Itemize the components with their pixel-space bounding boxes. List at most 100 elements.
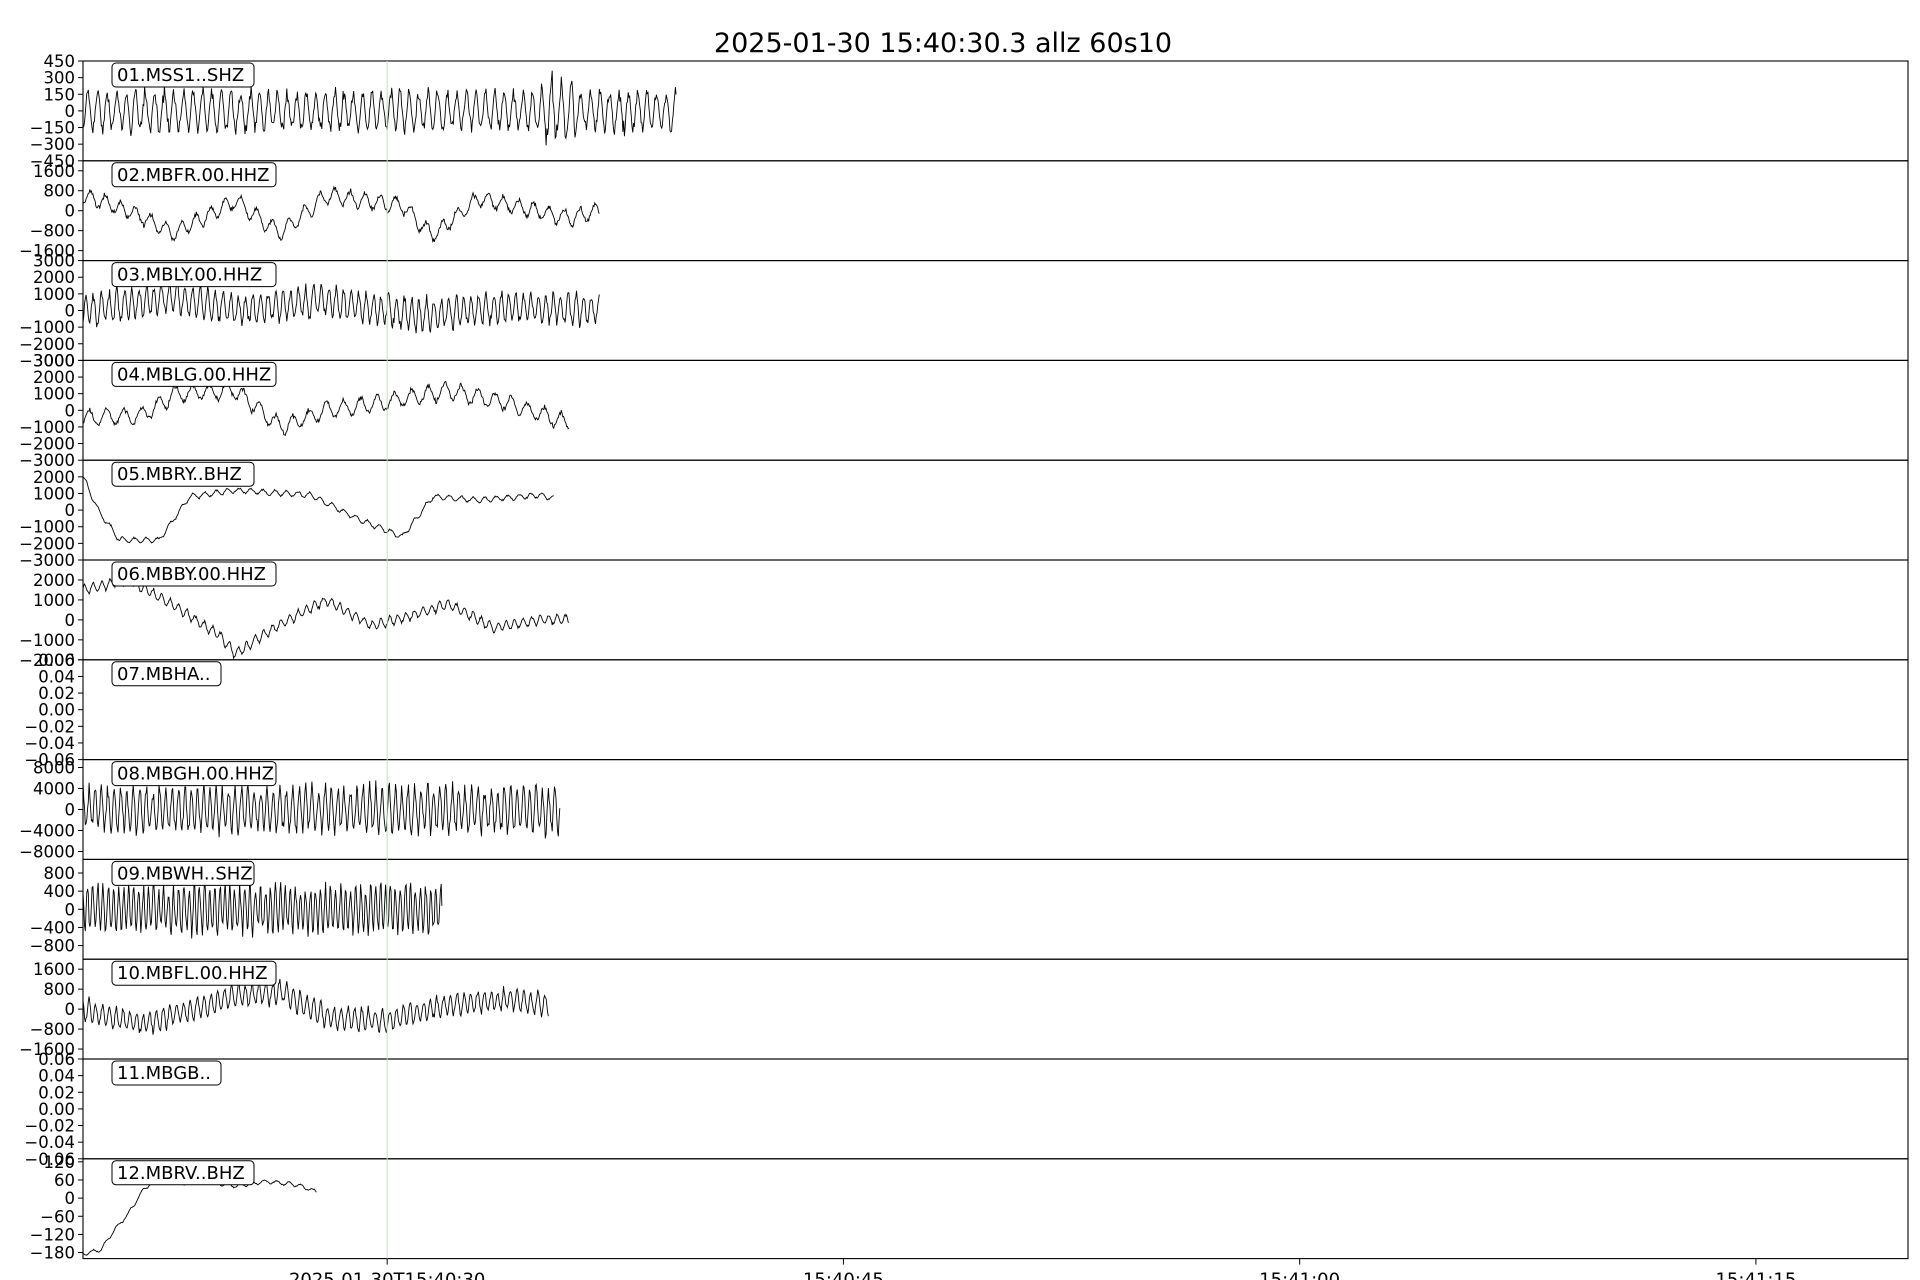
y-tick-label: −800 bbox=[30, 222, 75, 241]
y-tick-label: 2000 bbox=[33, 368, 75, 387]
y-tick-label: −300 bbox=[30, 135, 75, 154]
y-tick-label: 2000 bbox=[33, 571, 75, 590]
y-tick-label: 3000 bbox=[33, 351, 75, 370]
panel-frame bbox=[82, 60, 1909, 162]
station-name: 02.MBFR.00.HHZ bbox=[117, 165, 269, 186]
trace-panel: 3000200010000−1000−2000−300004.MBLG.00.H… bbox=[19, 351, 1909, 470]
station-name: 09.MBWH..SHZ bbox=[117, 863, 253, 884]
station-label-box bbox=[111, 561, 277, 587]
station-label-box bbox=[111, 661, 222, 687]
y-tick-label: −2000 bbox=[19, 534, 75, 553]
y-tick-label: 150 bbox=[44, 85, 76, 104]
x-tick-label: 15:41:15 bbox=[1715, 1270, 1796, 1280]
y-tick-label: −60 bbox=[40, 1207, 75, 1226]
y-tick-label: −0.04 bbox=[24, 1133, 75, 1152]
y-tick-label: 450 bbox=[44, 52, 76, 71]
y-tick-label: 3000 bbox=[33, 252, 75, 271]
y-tick-label: −400 bbox=[30, 918, 75, 937]
station-name: 01.MSS1..SHZ bbox=[117, 65, 244, 86]
y-tick-label: −800 bbox=[30, 937, 75, 956]
station-name: 11.MBGB.. bbox=[117, 1063, 211, 1084]
x-tick-label: 15:41:00 bbox=[1259, 1270, 1340, 1280]
station-label-box bbox=[111, 361, 277, 387]
station-name: 07.MBHA.. bbox=[117, 664, 210, 685]
station-label-box bbox=[111, 461, 255, 487]
panel-frame bbox=[82, 659, 1909, 761]
y-tick-label: 0 bbox=[65, 1189, 76, 1208]
y-tick-label: 0.04 bbox=[38, 667, 75, 686]
station-label: 06.MBBY.00.HHZ bbox=[111, 561, 277, 587]
y-tick-label: −1000 bbox=[19, 318, 75, 337]
y-tick-label: 0 bbox=[65, 401, 76, 420]
y-tick-label: 0.02 bbox=[38, 684, 75, 703]
station-label: 02.MBFR.00.HHZ bbox=[111, 162, 277, 188]
station-label: 08.MBGH.00.HHZ bbox=[111, 761, 277, 787]
panel-frame bbox=[82, 1158, 1909, 1260]
y-tick-label: −1600 bbox=[19, 1040, 75, 1059]
y-tick-label: 0.06 bbox=[38, 1050, 75, 1069]
station-name: 03.MBLY.00.HHZ bbox=[117, 265, 262, 286]
y-tick-label: −1600 bbox=[19, 242, 75, 261]
waveform-trace bbox=[82, 1175, 317, 1256]
y-tick-label: 8000 bbox=[33, 758, 75, 777]
y-tick-label: −2000 bbox=[19, 435, 75, 454]
station-label: 12.MBRV..BHZ bbox=[111, 1160, 255, 1186]
station-label-box bbox=[111, 1060, 222, 1086]
y-tick-label: 1000 bbox=[33, 385, 75, 404]
y-tick-label: −3000 bbox=[19, 451, 75, 470]
y-tick-label: 2000 bbox=[33, 468, 75, 487]
y-tick-label: 120 bbox=[44, 1153, 76, 1172]
y-tick-label: 800 bbox=[44, 864, 76, 883]
station-label-box bbox=[111, 1160, 255, 1186]
y-tick-label: −450 bbox=[30, 152, 75, 171]
y-tick-label: 0.04 bbox=[38, 1067, 75, 1086]
station-label: 05.MBRY..BHZ bbox=[111, 461, 255, 487]
panel-frame bbox=[82, 759, 1909, 860]
y-tick-label: −0.06 bbox=[24, 751, 75, 770]
y-tick-label: 2000 bbox=[33, 268, 75, 287]
y-tick-label: 0.02 bbox=[38, 1083, 75, 1102]
station-label: 01.MSS1..SHZ bbox=[111, 62, 255, 88]
y-tick-label: 1000 bbox=[33, 591, 75, 610]
y-tick-label: 1000 bbox=[33, 484, 75, 503]
waveform-trace bbox=[82, 279, 600, 334]
panel-frame bbox=[82, 459, 1909, 561]
waveform-trace bbox=[82, 477, 554, 544]
y-tick-label: 0.00 bbox=[38, 1100, 75, 1119]
station-label: 09.MBWH..SHZ bbox=[111, 860, 255, 886]
y-tick-label: −120 bbox=[30, 1225, 75, 1244]
station-label-box bbox=[111, 860, 255, 886]
waveform-trace bbox=[82, 978, 549, 1035]
station-name: 12.MBRV..BHZ bbox=[117, 1163, 245, 1184]
panel-frame bbox=[82, 359, 1909, 461]
station-label: 04.MBLG.00.HHZ bbox=[111, 361, 277, 387]
station-label: 07.MBHA.. bbox=[111, 661, 222, 687]
station-label-box bbox=[111, 960, 277, 986]
y-tick-label: −800 bbox=[30, 1020, 75, 1039]
panel-frame bbox=[82, 958, 1909, 1060]
chart-title: 2025-01-30 15:40:30.3 allz 60s10 bbox=[714, 28, 1172, 59]
y-tick-label: −8000 bbox=[19, 843, 75, 862]
y-tick-label: 60 bbox=[54, 1171, 75, 1190]
y-tick-label: −0.04 bbox=[24, 734, 75, 753]
y-tick-label: 0 bbox=[65, 202, 76, 221]
trace-panel: 8000 4000 0 −4000 −8000 08.MBGH.00.HHZ bbox=[19, 758, 1909, 862]
station-label-box bbox=[111, 761, 277, 787]
trace-panel: 3000200010000−1000−2000−300003.MBLY.00.H… bbox=[19, 252, 1909, 370]
y-tick-label: 400 bbox=[44, 882, 76, 901]
y-tick-label: −2000 bbox=[19, 335, 75, 354]
station-label-box bbox=[111, 62, 255, 88]
y-tick-label: −1000 bbox=[19, 631, 75, 650]
station-name: 10.MBFL.00.HHZ bbox=[117, 963, 268, 984]
station-name: 06.MBBY.00.HHZ bbox=[117, 564, 266, 585]
waveform-trace bbox=[82, 879, 443, 939]
trace-panels: 4503001500−150−300−45001.MSS1..SHZ160080… bbox=[19, 52, 1909, 1263]
x-axis: 2025-01-30T15:40:30 15:40:45 15:41:00 15:41… bbox=[289, 1258, 1796, 1280]
y-tick-label: 0 bbox=[65, 501, 76, 520]
